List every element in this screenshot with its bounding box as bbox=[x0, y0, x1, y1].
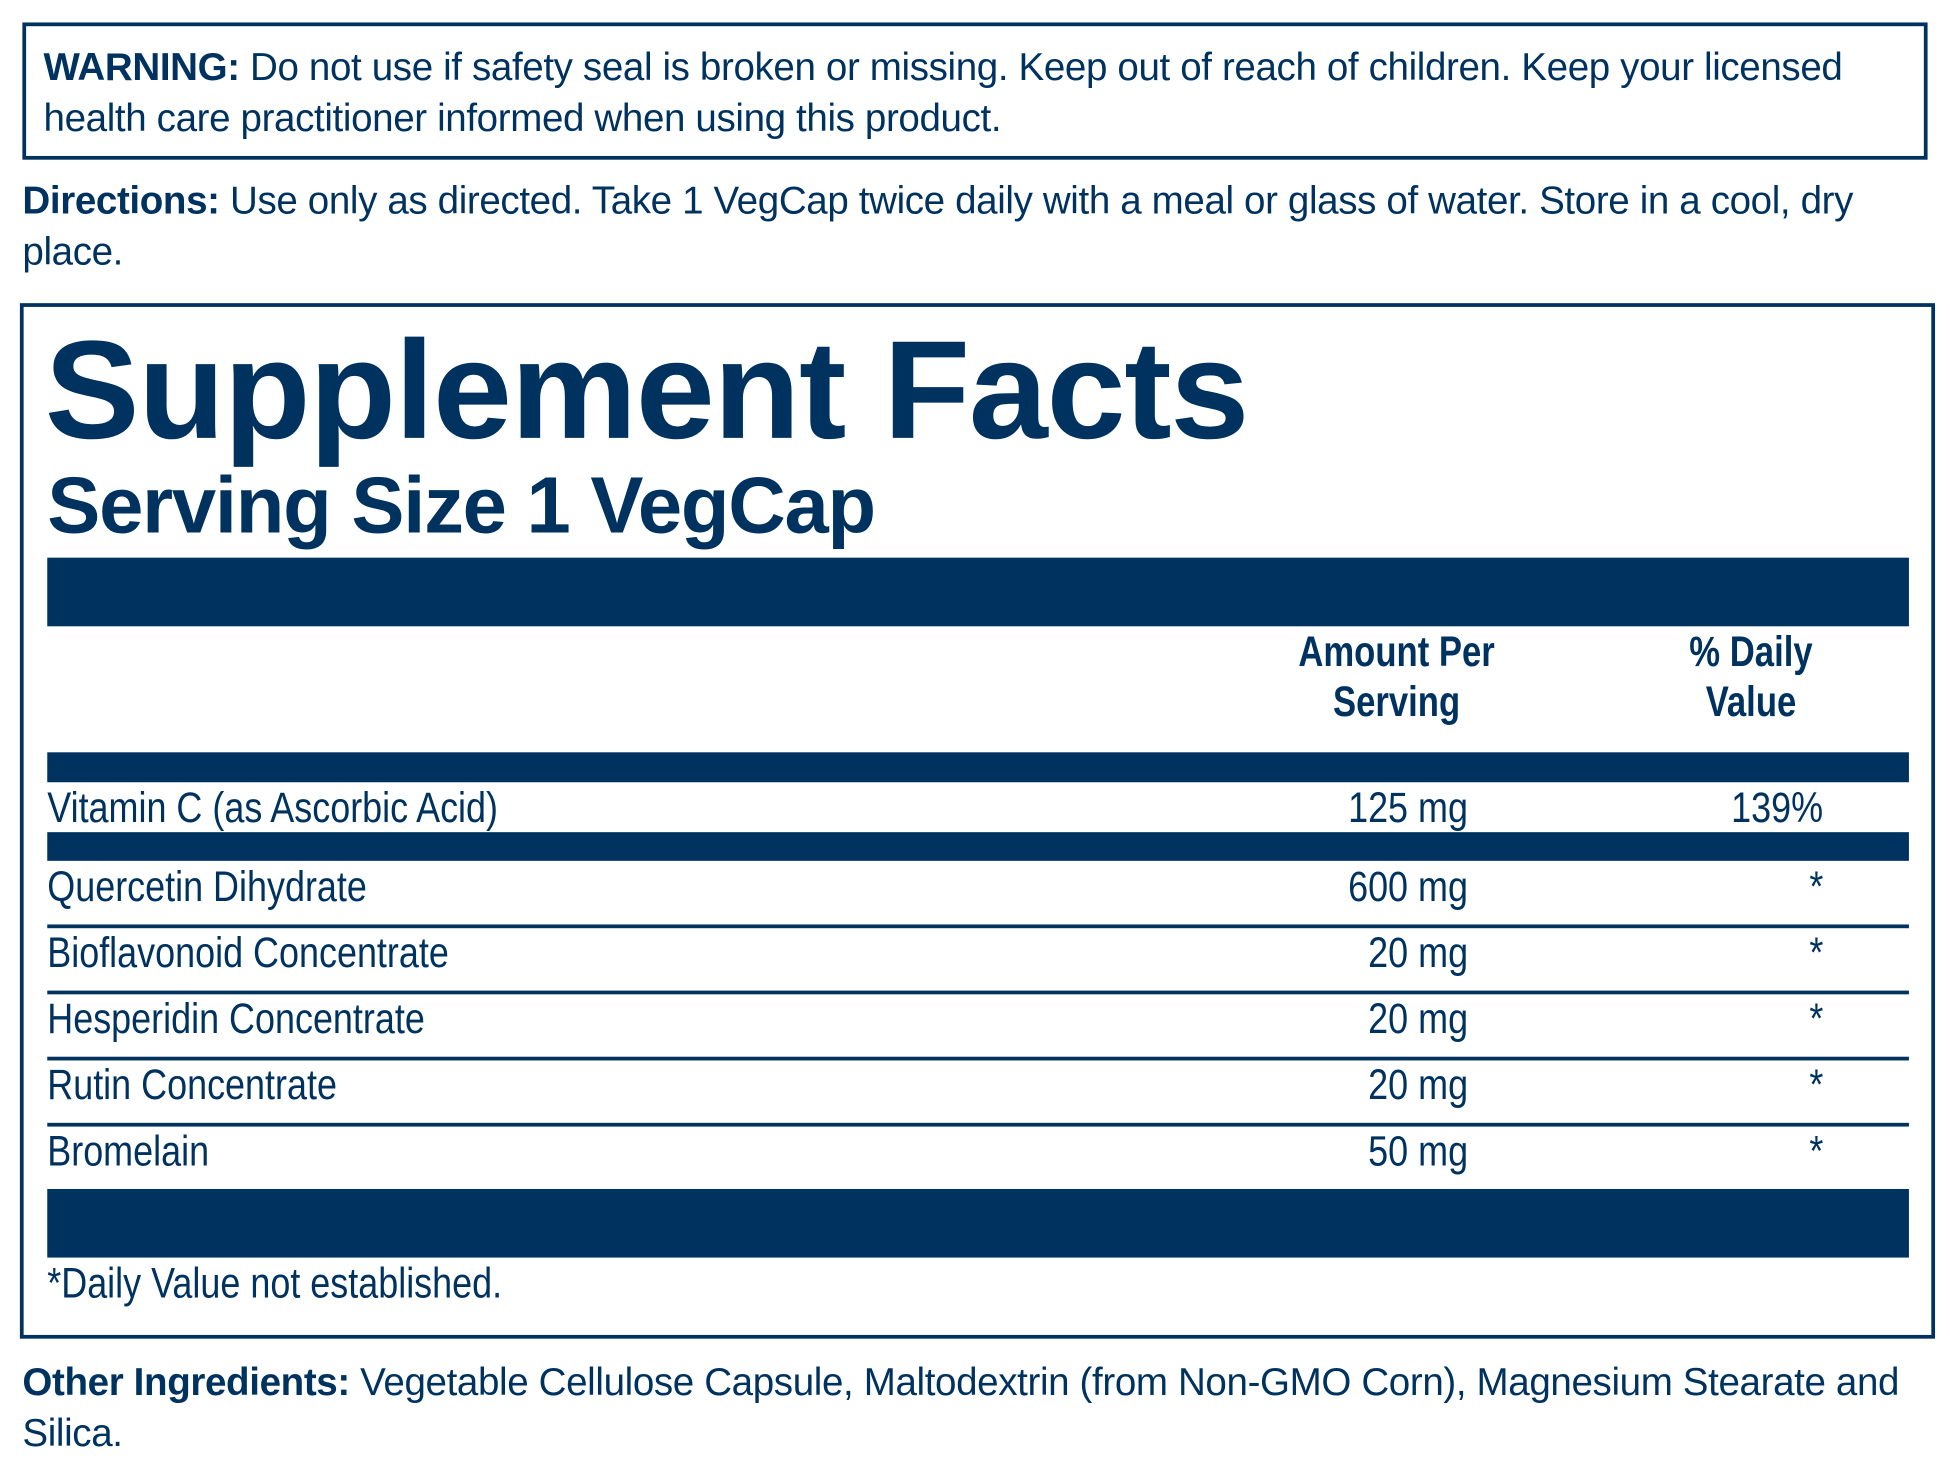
footnote: *Daily Value not established. bbox=[47, 1260, 503, 1308]
nutrient-name: Vitamin C (as Ascorbic Acid) bbox=[47, 784, 499, 833]
nutrient-name: Hesperidin Concentrate bbox=[47, 995, 425, 1043]
supplement-facts-panel bbox=[19, 303, 1936, 1339]
nutrient-daily-value: * bbox=[1809, 1061, 1824, 1110]
directions-label: Directions: bbox=[22, 178, 220, 223]
nutrient-amount: 20 mg bbox=[1367, 995, 1468, 1043]
header-line: Serving bbox=[1332, 678, 1461, 727]
daily-value-header: % Daily Value bbox=[1649, 628, 1853, 728]
nutrient-daily-value: * bbox=[1809, 863, 1824, 911]
other-ingredients-label: Other Ingredients: bbox=[22, 1359, 350, 1404]
header-line: Amount Per bbox=[1298, 628, 1495, 677]
warning-body: Do not use if safety seal is broken or m… bbox=[43, 44, 1843, 140]
warning-label: WARNING: bbox=[43, 44, 241, 89]
row-divider bbox=[47, 990, 1909, 995]
nutrient-daily-value: * bbox=[1809, 1127, 1824, 1176]
nutrient-daily-value: 139% bbox=[1731, 784, 1824, 833]
thick-divider bbox=[47, 557, 1909, 627]
directions-body: Use only as directed. Take 1 VegCap twic… bbox=[22, 178, 1854, 274]
nutrient-name: Bioflavonoid Concentrate bbox=[47, 929, 449, 977]
row-divider bbox=[47, 1056, 1909, 1061]
thick-divider bbox=[47, 1188, 1909, 1258]
serving-size: Serving Size 1 VegCap bbox=[47, 460, 876, 551]
facts-title: Supplement Facts bbox=[44, 311, 1250, 468]
warning-box: WARNING: Do not use if safety seal is br… bbox=[22, 22, 1928, 160]
nutrient-amount: 600 mg bbox=[1347, 863, 1468, 911]
directions-text: Directions: Use only as directed. Take 1… bbox=[22, 175, 1931, 277]
nutrient-name: Rutin Concentrate bbox=[47, 1061, 337, 1110]
amount-per-serving-header: Amount Per Serving bbox=[1284, 628, 1508, 728]
other-ingredients-body: Vegetable Cellulose Capsule, Maltodextri… bbox=[22, 1359, 1900, 1455]
nutrient-amount: 20 mg bbox=[1367, 929, 1468, 977]
row-divider bbox=[47, 924, 1909, 929]
row-divider bbox=[47, 1122, 1909, 1127]
medium-divider bbox=[47, 832, 1909, 861]
nutrient-daily-value: * bbox=[1809, 929, 1824, 977]
nutrient-amount: 20 mg bbox=[1367, 1061, 1468, 1110]
nutrient-amount: 50 mg bbox=[1367, 1127, 1468, 1176]
warning-text: WARNING: Do not use if safety seal is br… bbox=[44, 41, 1922, 143]
nutrient-daily-value: * bbox=[1809, 995, 1824, 1043]
other-ingredients: Other Ingredients: Vegetable Cellulose C… bbox=[22, 1356, 1912, 1458]
nutrient-name: Bromelain bbox=[47, 1127, 210, 1176]
header-line: % Daily bbox=[1689, 628, 1813, 677]
nutrient-amount: 125 mg bbox=[1347, 784, 1468, 833]
header-line: Value bbox=[1705, 678, 1797, 727]
nutrient-name: Quercetin Dihydrate bbox=[47, 863, 367, 911]
medium-divider bbox=[47, 752, 1909, 783]
